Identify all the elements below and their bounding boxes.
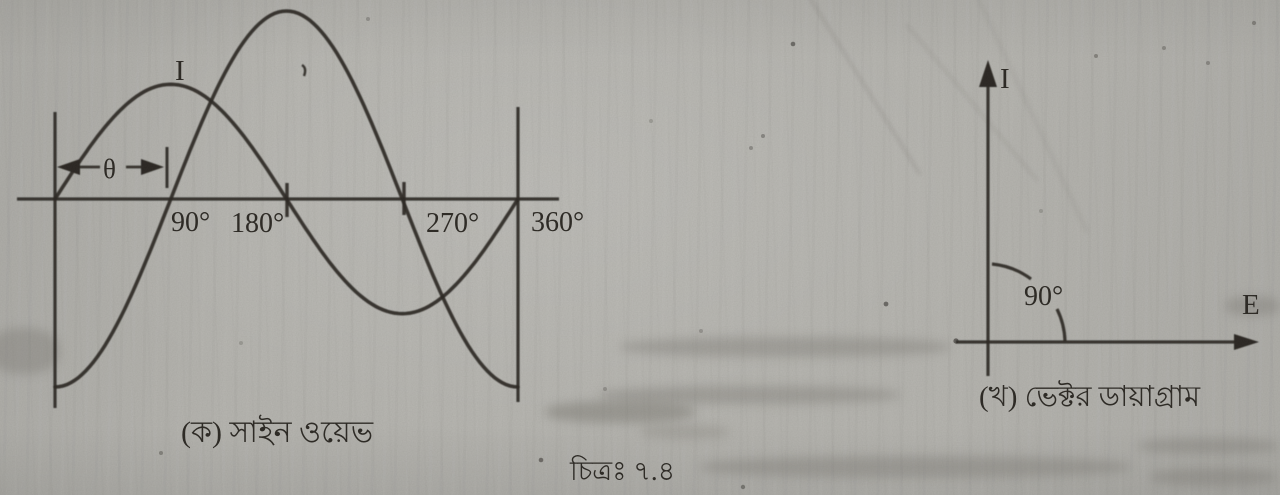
vector-angle-label: 90° — [1024, 281, 1063, 312]
up-arrowhead-icon — [979, 60, 997, 87]
vector-axis-label-I: I — [1000, 63, 1010, 95]
panel-b-caption: (খ) ভেক্টর ডায়াগ্রাম — [979, 380, 1201, 413]
vector-axis-label-E: E — [1242, 289, 1260, 321]
ink-fleck — [301, 63, 307, 77]
axis-tick-label-90: 90° — [171, 207, 210, 238]
figure-caption: চিত্রঃ ৭.৪ — [569, 455, 675, 486]
panel-a-caption: (ক) সাইন ওয়েভ — [181, 415, 374, 449]
angle-arc-lower — [1055, 308, 1067, 342]
axis-tick-label-360: 360° — [531, 207, 584, 238]
vector-diagram-panel — [956, 60, 1259, 376]
axis-tick-label-270: 270° — [426, 208, 479, 239]
sine-curve-label: I — [175, 55, 185, 87]
theta-right-arrowhead-icon — [141, 159, 164, 175]
theta-symbol: θ — [103, 154, 116, 184]
right-arrowhead-icon — [1234, 334, 1259, 350]
axis-tick-label-180: 180° — [231, 208, 284, 239]
theta-left-arrowhead-icon — [57, 159, 80, 175]
angle-arc-upper — [991, 262, 1032, 281]
